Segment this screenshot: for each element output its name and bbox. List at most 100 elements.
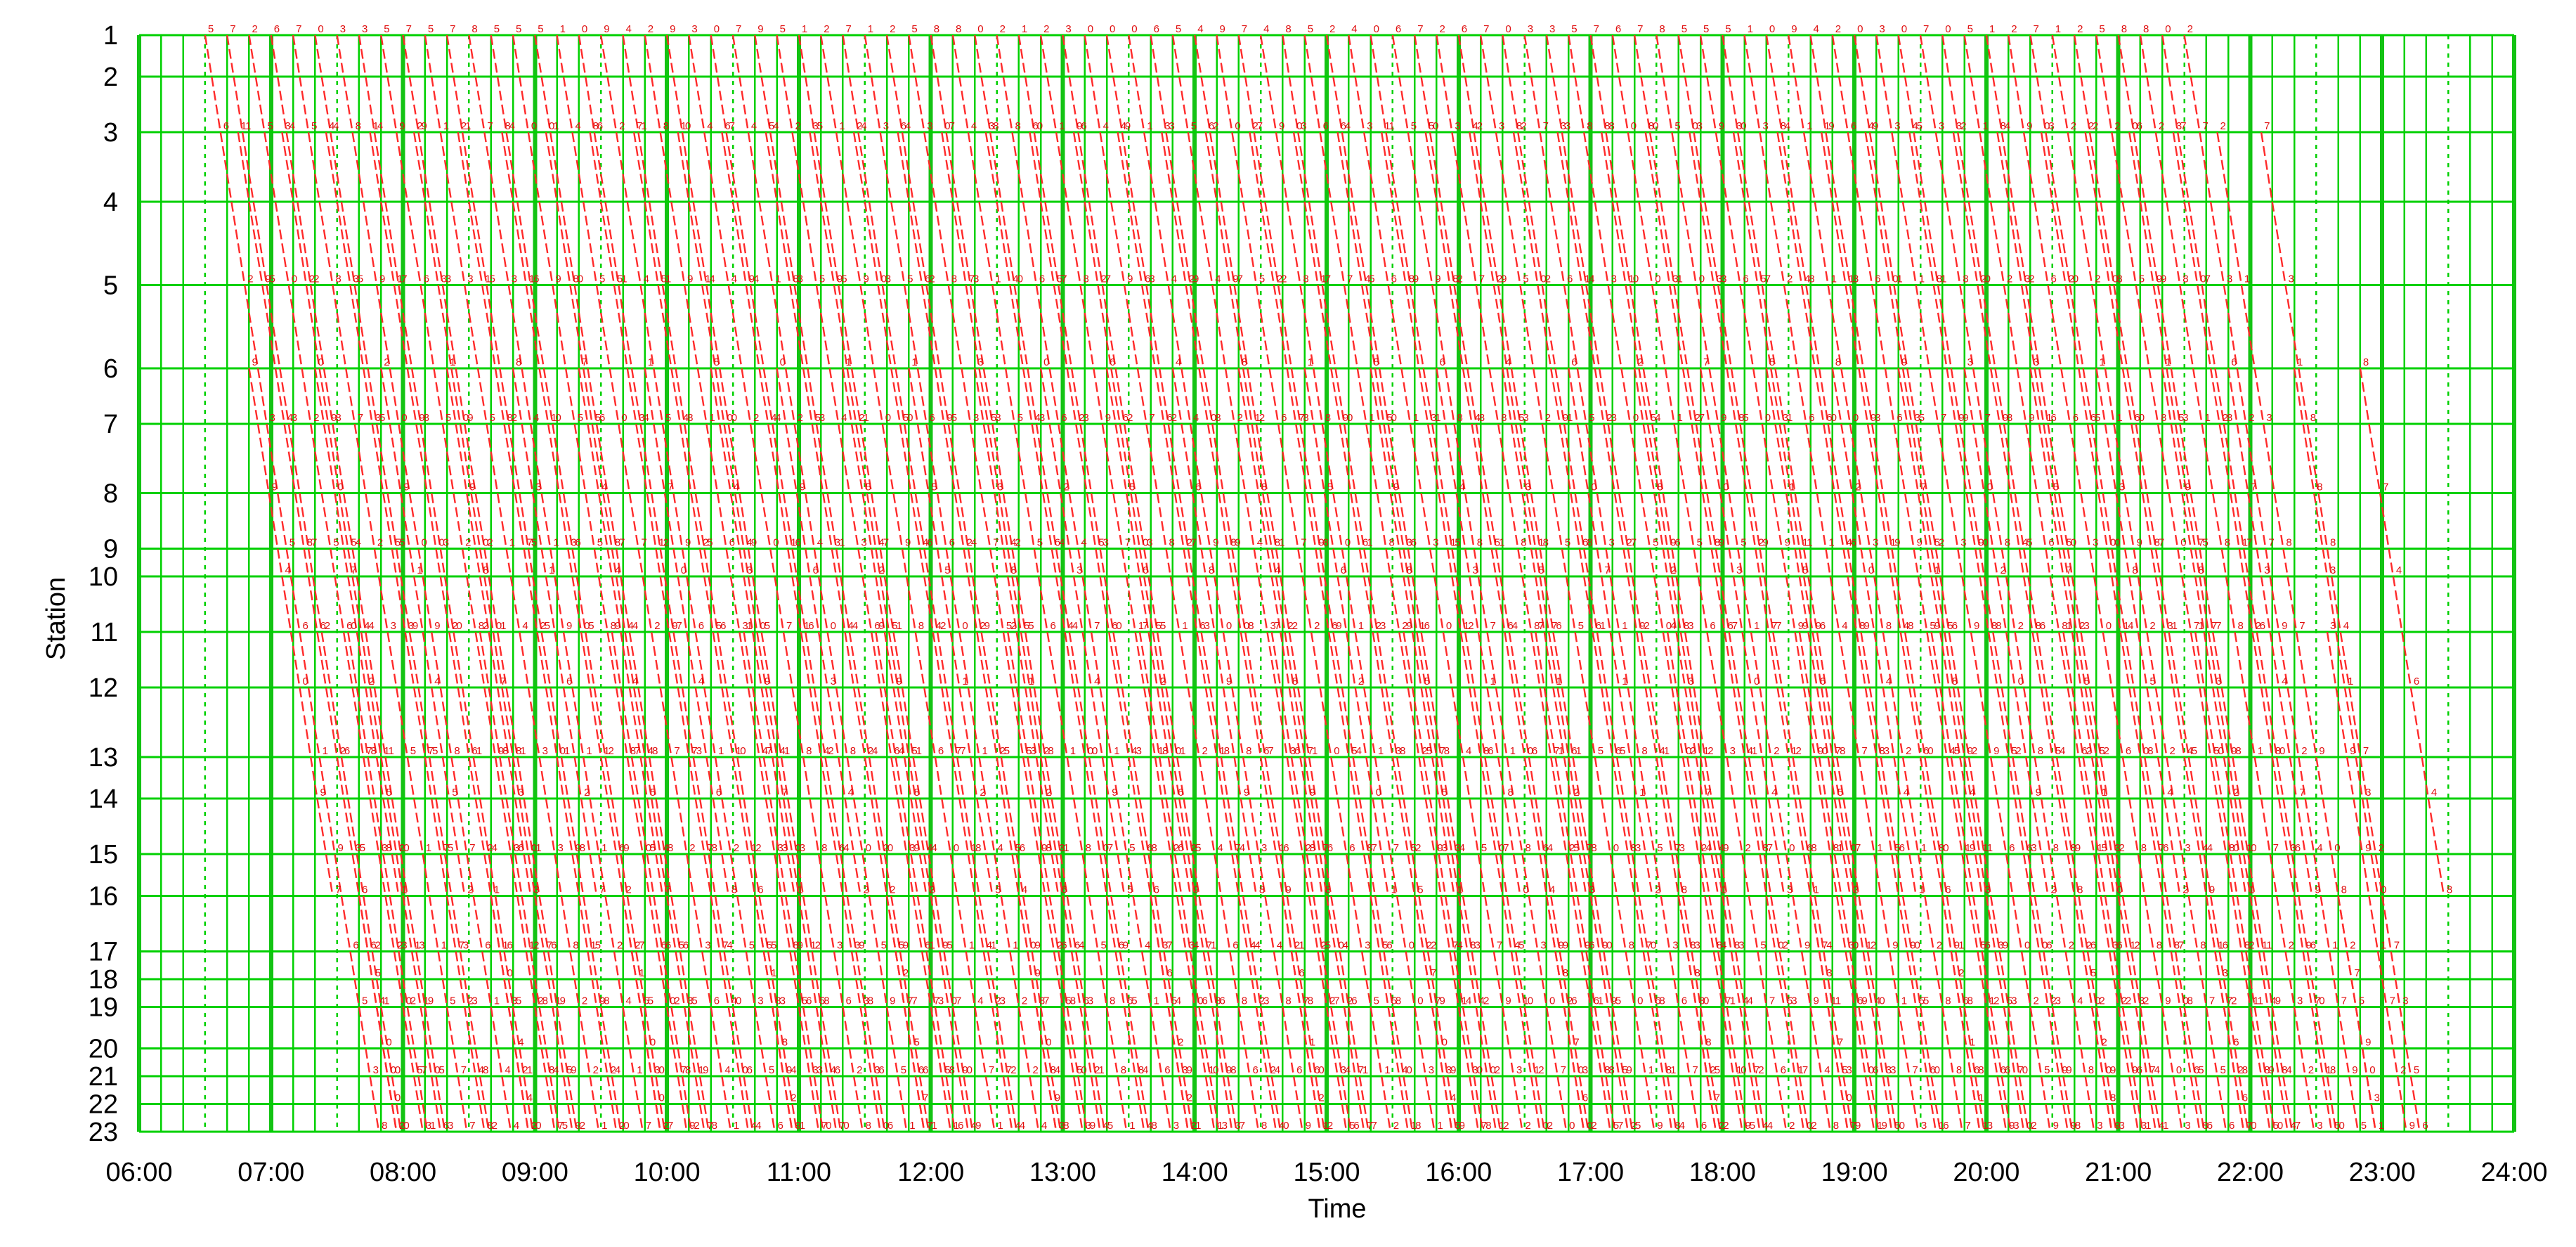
train-label: 9 [1894, 537, 1900, 549]
train-label: 9 [428, 995, 434, 1007]
train-label: 8 [1010, 564, 1016, 576]
train-label: 7 [1921, 482, 1927, 493]
train-label: 8 [2062, 620, 2067, 632]
train-label: 9 [1035, 967, 1041, 979]
train-label: 0 [1296, 120, 1302, 132]
train-label: 9 [1855, 1120, 1861, 1132]
train-label: 1 [450, 356, 455, 368]
train-path [721, 132, 881, 1132]
train-label: 1 [2055, 23, 2061, 35]
train-label: 7 [1538, 620, 1544, 632]
train-label: 9 [338, 842, 344, 854]
train-label: 5 [1837, 787, 1843, 799]
train-label: 1 [2242, 537, 2248, 549]
train-label: 7 [839, 1120, 845, 1132]
train-label: 3 [1455, 120, 1460, 132]
train-path [1941, 896, 1981, 1132]
train-path [1963, 368, 2049, 896]
train-label: 2 [2093, 120, 2098, 132]
train-label: 4 [644, 273, 649, 285]
train-label: 7 [1699, 412, 1705, 424]
train-label: 5 [819, 273, 825, 285]
train-label: 9 [2137, 537, 2142, 549]
train-label: 4 [2187, 745, 2193, 757]
train-label: 3 [1894, 120, 1900, 132]
train-label: 8 [806, 745, 812, 757]
train-label: 9 [1804, 939, 1810, 951]
train-label: 2 [2379, 842, 2384, 854]
train-label: 7 [1125, 537, 1131, 549]
train-label: 3 [1679, 842, 1685, 854]
train-label: 4 [1466, 995, 1471, 1007]
train-label: 2 [1855, 482, 1861, 493]
train-label: 7 [639, 939, 644, 951]
train-label: 7 [2264, 120, 2270, 132]
train-label: 4 [533, 412, 539, 424]
train-path [1689, 132, 1849, 1132]
train-label: 3 [819, 412, 825, 424]
train-label: 0 [1197, 995, 1203, 1007]
train-label: 8 [1534, 620, 1540, 632]
train-label: 7 [1705, 787, 1711, 799]
train-label: 5 [1037, 537, 1043, 549]
train-label: 3 [1499, 120, 1504, 132]
train-label: 8 [687, 412, 693, 424]
train-label: 7 [911, 995, 917, 1007]
train-label: 0 [1213, 1064, 1218, 1076]
train-label: 5 [1653, 537, 1658, 549]
train-label: 9 [1970, 842, 1975, 854]
train-label: 9 [1963, 412, 1968, 424]
train-label: 8 [1308, 995, 1313, 1007]
train-label: 9 [890, 995, 895, 1007]
train-label: 6 [2310, 939, 2316, 951]
train-label: 3 [2139, 995, 2145, 1007]
train-path [2095, 368, 2181, 896]
train-label: 2 [1288, 620, 1294, 632]
train-label: 0 [1046, 1037, 1051, 1049]
grid [137, 34, 2516, 1133]
train-label: 6 [1166, 412, 1172, 424]
train-label: 3 [514, 842, 519, 854]
train-label: 6 [716, 787, 722, 799]
train-label: 5 [2044, 1064, 2050, 1076]
train-label: 6 [1589, 939, 1594, 951]
train-label: 0 [1334, 745, 1339, 757]
train-label: 7 [469, 842, 475, 854]
train-label: 4 [2203, 842, 2209, 854]
train-label: 6 [1508, 620, 1514, 632]
train-label: 8 [1389, 537, 1395, 549]
train-label: 2 [417, 120, 422, 132]
train-label: 7 [821, 1120, 827, 1132]
train-label: 5 [2220, 1064, 2226, 1076]
train-path [885, 896, 925, 1132]
train-label: 6 [1571, 745, 1577, 757]
train-label: 9 [1318, 537, 1324, 549]
train-label: 8 [1939, 842, 1944, 854]
train-label: 9 [412, 620, 418, 632]
train-label: 4 [1743, 995, 1748, 1007]
train-label: 5 [494, 23, 500, 35]
train-path [897, 132, 1058, 1132]
train-label: 7 [1692, 1064, 1698, 1076]
train-label: 0 [496, 620, 502, 632]
train-label: 6 [2422, 1120, 2428, 1132]
train-label: 1 [1921, 842, 1927, 854]
train-label: 4 [841, 412, 847, 424]
train-label: 2 [2011, 23, 2017, 35]
train-label: 9 [2009, 1120, 2015, 1132]
train-label: 6 [929, 412, 935, 424]
train-label: 0 [1987, 482, 1993, 493]
train-label: 2 [2308, 1064, 2314, 1076]
train-label: 3 [938, 995, 944, 1007]
train-label: 0 [2218, 745, 2223, 757]
train-label: 8 [956, 23, 961, 35]
train-label: 3 [1826, 967, 1832, 979]
train-label: 8 [1853, 273, 1859, 285]
train-label: 2 [1745, 842, 1751, 854]
train-label: 2 [1259, 412, 1265, 424]
train-label: 6 [1391, 273, 1397, 285]
train-label: 5 [1573, 842, 1579, 854]
train-label: 4 [290, 120, 295, 132]
train-label: 6 [1232, 939, 1238, 951]
train-label: 2 [1402, 620, 1407, 632]
